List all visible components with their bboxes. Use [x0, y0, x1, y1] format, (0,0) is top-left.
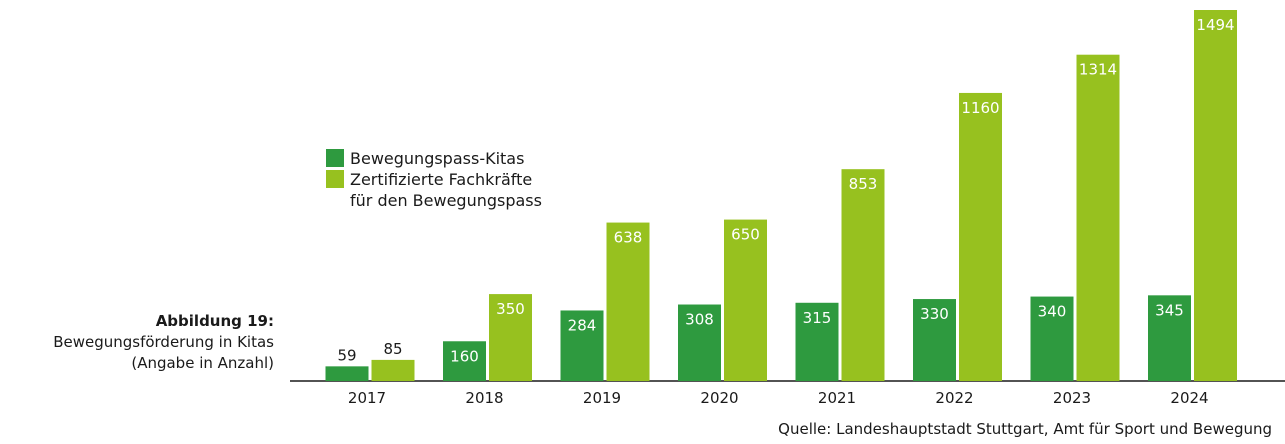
value-label: 638: [614, 229, 643, 247]
bar: [841, 169, 885, 381]
value-label: 160: [450, 347, 479, 365]
value-label: 330: [920, 305, 949, 323]
bar: [1030, 296, 1074, 381]
legend: Bewegungspass-Kitas Zertifizierte Fachkrä…: [326, 148, 542, 211]
x-tick-label: 2019: [583, 389, 621, 407]
legend-swatch: [326, 170, 344, 188]
bar: [443, 341, 486, 381]
value-label: 350: [496, 300, 525, 318]
bar: [489, 294, 532, 381]
caption: Abbildung 19: Bewegungsförderung in Kita…: [53, 311, 274, 374]
x-tick-label: 2024: [1170, 389, 1208, 407]
x-tick-label: 2022: [935, 389, 973, 407]
x-tick-label: 2020: [700, 389, 738, 407]
x-tick-label: 2018: [465, 389, 503, 407]
value-label: 315: [803, 309, 832, 327]
caption-line: (Angabe in Anzahl): [131, 354, 274, 372]
caption-line: Bewegungsförderung in Kitas: [53, 333, 274, 351]
value-label: 59: [337, 346, 356, 364]
bar: [1076, 54, 1120, 382]
bar: [606, 222, 650, 381]
bar: [724, 219, 767, 381]
legend-item: Zertifizierte Fachkräfte für den Bewegun…: [326, 169, 542, 211]
value-label: 650: [731, 226, 760, 244]
bar: [959, 92, 1002, 381]
bar: [1194, 10, 1237, 381]
value-label: 308: [685, 311, 714, 329]
bar: [371, 359, 415, 381]
value-label: 853: [849, 175, 878, 193]
value-label: 345: [1155, 301, 1184, 319]
bar: [913, 299, 956, 381]
bar: [1148, 295, 1191, 381]
value-label: 1160: [961, 99, 999, 117]
x-tick-label: 2021: [818, 389, 856, 407]
value-label: 1494: [1196, 16, 1234, 34]
value-label: 1314: [1079, 61, 1117, 79]
legend-label: Bewegungspass-Kitas: [350, 149, 525, 168]
source: Quelle: Landeshauptstadt Stuttgart, Amt …: [778, 420, 1272, 438]
value-label: 85: [383, 340, 402, 358]
legend-swatch: [326, 149, 344, 167]
bar: [678, 304, 721, 381]
bar: [325, 366, 369, 381]
value-label: 340: [1038, 303, 1067, 321]
bar: [795, 302, 839, 381]
bar: [560, 310, 604, 381]
caption-title: Abbildung 19:: [155, 312, 274, 330]
legend-item: Bewegungspass-Kitas: [326, 148, 542, 169]
value-label: 284: [568, 316, 597, 334]
x-tick-label: 2017: [348, 389, 386, 407]
legend-label: Zertifizierte Fachkräfte für den Bewegun…: [350, 170, 542, 210]
x-tick-label: 2023: [1053, 389, 1091, 407]
